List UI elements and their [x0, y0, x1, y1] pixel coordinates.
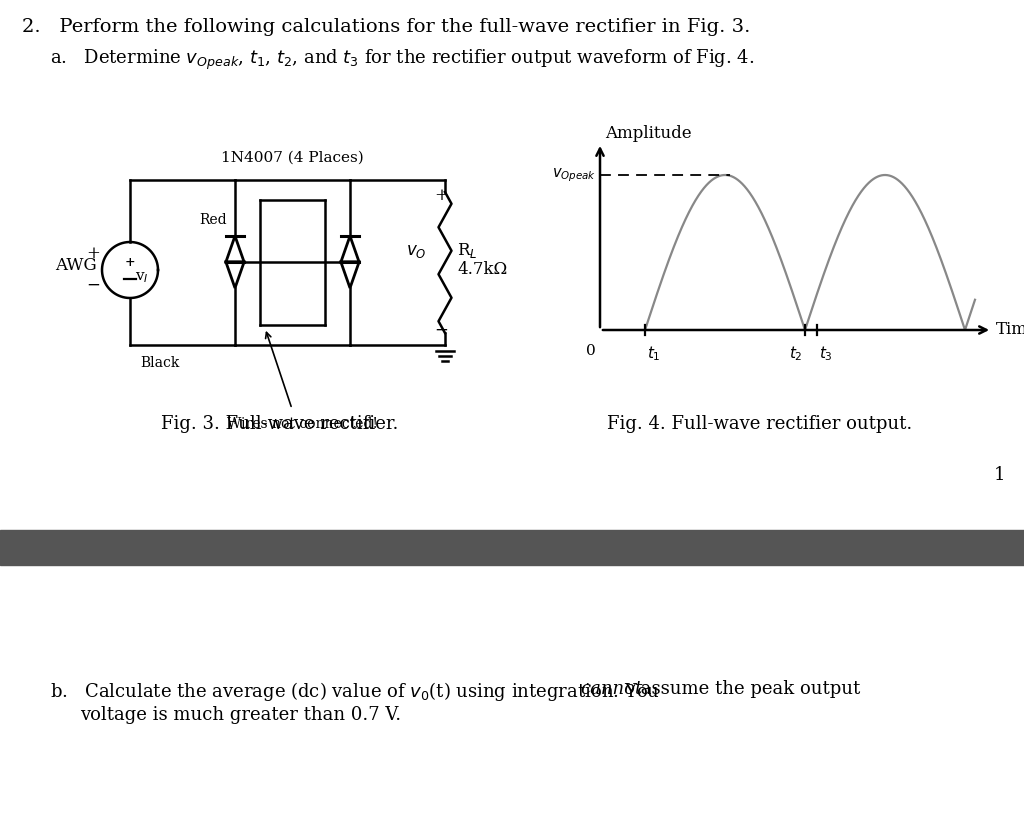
Text: −: −	[86, 276, 100, 293]
Text: v$_I$: v$_I$	[135, 271, 148, 285]
Text: 2.   Perform the following calculations for the full-wave rectifier in Fig. 3.: 2. Perform the following calculations fo…	[22, 18, 751, 36]
Text: 1: 1	[993, 466, 1005, 484]
Text: +: +	[434, 186, 447, 203]
Text: AWG: AWG	[55, 256, 97, 273]
Text: $v_{Opeak}$: $v_{Opeak}$	[552, 166, 596, 184]
Text: Black: Black	[140, 356, 179, 370]
Bar	[0, 530, 1024, 565]
Text: Amplitude: Amplitude	[605, 124, 691, 141]
Text: voltage is much greater than 0.7 V.: voltage is much greater than 0.7 V.	[80, 706, 401, 724]
Text: $v_O$: $v_O$	[407, 244, 427, 260]
Text: assume the peak output: assume the peak output	[635, 680, 860, 698]
Text: 4.7kΩ: 4.7kΩ	[457, 262, 507, 279]
Text: Red: Red	[200, 213, 227, 227]
Text: −: −	[434, 321, 447, 338]
Text: Time: Time	[996, 321, 1024, 338]
Text: Fig. 4. Full-wave rectifier output.: Fig. 4. Full-wave rectifier output.	[607, 415, 912, 433]
Text: b.   Calculate the average (dc) value of $v_0$(t) using integration. You: b. Calculate the average (dc) value of $…	[50, 680, 660, 703]
Text: Wires not connected!: Wires not connected!	[226, 417, 378, 431]
Text: 0: 0	[587, 344, 596, 358]
Text: 1N4007 (4 Places): 1N4007 (4 Places)	[220, 151, 364, 165]
Text: $t_1$: $t_1$	[647, 344, 660, 363]
Text: cannot: cannot	[580, 680, 642, 698]
Text: $t_3$: $t_3$	[819, 344, 833, 363]
Text: +: +	[86, 246, 100, 263]
Text: +: +	[125, 255, 135, 268]
Text: a.   Determine $v_{Opeak}$, $t_1$, $t_2$, and $t_3$ for the rectifier output wav: a. Determine $v_{Opeak}$, $t_1$, $t_2$, …	[50, 48, 755, 72]
Text: $t_2$: $t_2$	[790, 344, 803, 363]
Text: Fig. 3. Full-wave rectifier.: Fig. 3. Full-wave rectifier.	[162, 415, 398, 433]
Text: R$_L$: R$_L$	[457, 241, 477, 259]
